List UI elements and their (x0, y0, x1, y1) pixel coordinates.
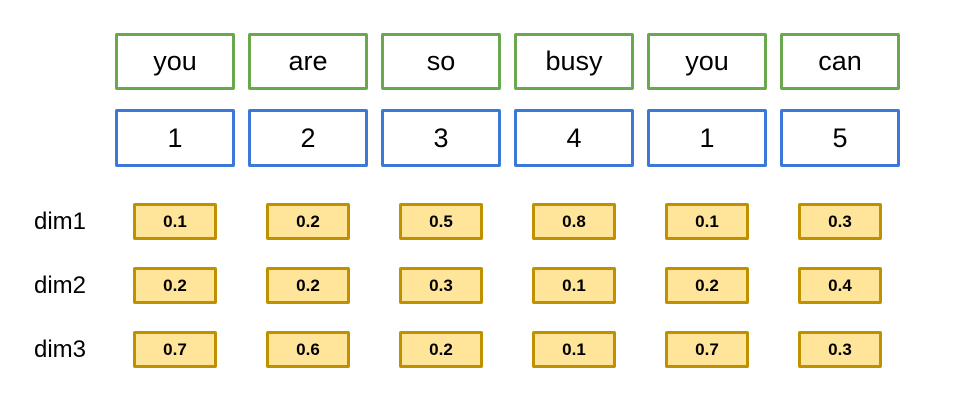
token-id-box: 1 (647, 109, 767, 167)
words-row: you are so busy you can (0, 33, 955, 90)
embedding-value-box: 0.1 (133, 203, 217, 240)
word-box: busy (514, 33, 634, 90)
word-box: can (780, 33, 900, 90)
token-id-box: 5 (780, 109, 900, 167)
token-id-box: 2 (248, 109, 368, 167)
word-box: so (381, 33, 501, 90)
dim-label: dim2 (33, 271, 86, 299)
dim-row-3: dim3 0.7 0.6 0.2 0.1 0.7 0.3 (0, 331, 955, 368)
dim-label: dim1 (33, 207, 86, 235)
token-id-box: 1 (115, 109, 235, 167)
embedding-value-box: 0.1 (665, 203, 749, 240)
embedding-value-box: 0.6 (266, 331, 350, 368)
word-box: are (248, 33, 368, 90)
label-column-spacer (0, 61, 102, 62)
embedding-value-box: 0.1 (532, 331, 616, 368)
embedding-value-box: 0.2 (399, 331, 483, 368)
embedding-value-box: 0.7 (133, 331, 217, 368)
embedding-value-box: 0.8 (532, 203, 616, 240)
embedding-value-box: 0.2 (266, 203, 350, 240)
embedding-value-box: 0.3 (798, 203, 882, 240)
token-ids-row: 1 2 3 4 1 5 (0, 109, 955, 167)
dim-row-1: dim1 0.1 0.2 0.5 0.8 0.1 0.3 (0, 203, 955, 240)
embedding-value-box: 0.3 (399, 267, 483, 304)
embedding-value-box: 0.3 (798, 331, 882, 368)
embedding-value-box: 0.2 (133, 267, 217, 304)
dim-label: dim3 (33, 335, 86, 363)
word-box: you (115, 33, 235, 90)
embedding-value-box: 0.7 (665, 331, 749, 368)
token-id-box: 4 (514, 109, 634, 167)
embedding-value-box: 0.2 (266, 267, 350, 304)
token-id-box: 3 (381, 109, 501, 167)
embedding-value-box: 0.2 (665, 267, 749, 304)
embedding-value-box: 0.1 (532, 267, 616, 304)
word-box: you (647, 33, 767, 90)
embedding-value-box: 0.4 (798, 267, 882, 304)
label-column-spacer (0, 138, 102, 139)
dim-row-2: dim2 0.2 0.2 0.3 0.1 0.2 0.4 (0, 267, 955, 304)
embedding-value-box: 0.5 (399, 203, 483, 240)
